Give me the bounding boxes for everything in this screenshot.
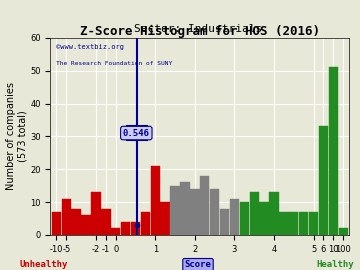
Bar xyxy=(249,192,259,235)
Bar xyxy=(279,212,289,235)
Bar xyxy=(111,228,120,235)
Bar xyxy=(141,212,150,235)
Bar xyxy=(150,166,160,235)
Bar xyxy=(230,199,239,235)
Bar xyxy=(161,202,170,235)
Bar xyxy=(309,212,318,235)
Bar xyxy=(190,189,199,235)
Bar xyxy=(51,212,61,235)
Bar xyxy=(289,212,298,235)
Bar xyxy=(121,222,130,235)
Bar xyxy=(62,199,71,235)
Text: Sector: Industrials: Sector: Industrials xyxy=(134,24,262,34)
Bar xyxy=(269,192,279,235)
Bar xyxy=(240,202,249,235)
Bar xyxy=(220,209,229,235)
Bar xyxy=(319,126,328,235)
Text: Unhealthy: Unhealthy xyxy=(19,260,67,269)
Y-axis label: Number of companies
(573 total): Number of companies (573 total) xyxy=(6,82,27,190)
Bar xyxy=(299,212,309,235)
Text: The Research Foundation of SUNY: The Research Foundation of SUNY xyxy=(57,62,173,66)
Bar xyxy=(101,209,111,235)
Bar xyxy=(180,182,190,235)
Text: Score: Score xyxy=(185,260,211,269)
Bar xyxy=(71,209,81,235)
Bar xyxy=(338,228,348,235)
Bar xyxy=(91,192,100,235)
Text: ©www.textbiz.org: ©www.textbiz.org xyxy=(57,44,124,50)
Bar xyxy=(131,222,140,235)
Bar xyxy=(200,176,210,235)
Bar xyxy=(170,186,180,235)
Text: Healthy: Healthy xyxy=(316,260,354,269)
Text: 0.546: 0.546 xyxy=(123,129,150,137)
Bar xyxy=(329,68,338,235)
Bar xyxy=(210,189,219,235)
Bar xyxy=(81,215,91,235)
Title: Z-Score Histogram for HOS (2016): Z-Score Histogram for HOS (2016) xyxy=(80,25,320,38)
Bar xyxy=(260,202,269,235)
